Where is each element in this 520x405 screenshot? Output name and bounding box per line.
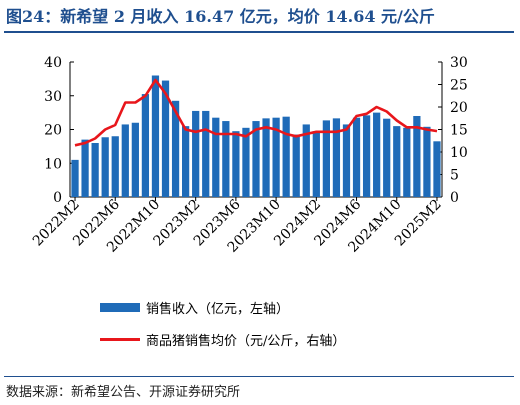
legend-item-price: 商品猪销售均价（元/公斤，右轴） (100, 330, 345, 349)
bar-revenue (242, 127, 250, 197)
bar-revenue (302, 124, 310, 197)
left-tick-label: 10 (44, 156, 62, 172)
legend-label-revenue: 销售收入（亿元，左轴） (146, 302, 290, 317)
bar-revenue (362, 115, 371, 197)
chart: 0102030400510152025302022M22022M62022M10… (30, 55, 468, 256)
bar-revenue (192, 110, 200, 197)
bar-revenue (171, 100, 180, 197)
bar-revenue (373, 112, 381, 197)
bar-revenue (262, 118, 270, 197)
right-tick-label: 20 (450, 100, 468, 116)
bar-revenue (413, 116, 421, 197)
bar-revenue (252, 121, 260, 197)
bar-revenue (131, 122, 139, 197)
right-tick-label: 15 (450, 123, 468, 139)
bar-revenue (352, 117, 361, 197)
source-rule (4, 376, 514, 377)
bar-revenue (292, 134, 300, 197)
bar-revenue (212, 117, 220, 197)
bar-revenue (91, 143, 99, 197)
right-tick-label: 5 (450, 168, 459, 184)
left-tick-label: 0 (53, 190, 62, 206)
right-tick-label: 30 (450, 55, 468, 71)
bar-revenue (101, 137, 109, 197)
left-tick-label: 30 (44, 89, 62, 105)
bar-revenue (403, 127, 411, 197)
bar-revenue (393, 126, 401, 197)
legend-label-price: 商品猪销售均价（元/公斤，右轴） (146, 334, 346, 349)
left-tick-label: 20 (44, 123, 62, 139)
legend-item-revenue: 销售收入（亿元，左轴） (100, 298, 289, 317)
bar-revenue (81, 139, 89, 197)
bar-revenue (161, 80, 170, 197)
bar-revenue (121, 124, 129, 197)
right-tick-label: 10 (450, 145, 468, 161)
bar-revenue (282, 116, 290, 197)
source-note: 数据来源：新希望公告、开源证券研究所 (6, 385, 241, 400)
bar-revenue (312, 131, 320, 197)
right-tick-label: 25 (450, 78, 468, 94)
bar-revenue (71, 159, 79, 197)
right-tick-label: 0 (450, 190, 459, 206)
bar-revenue (222, 121, 230, 197)
bar-revenue (383, 118, 391, 197)
bar-revenue (272, 117, 280, 197)
left-tick-label: 40 (44, 55, 62, 71)
bar-revenue (433, 141, 441, 197)
bar-revenue (342, 124, 351, 197)
bar-revenue (423, 126, 431, 197)
legend-bar-swatch (100, 303, 140, 312)
title-rule (4, 31, 514, 33)
legend-line-swatch (100, 338, 140, 341)
bar-revenue (111, 136, 119, 197)
chart-title: 图24：新希望 2 月收入 16.47 亿元，均价 14.64 元/公斤 (6, 7, 435, 26)
bar-revenue (332, 118, 341, 197)
bar-revenue (202, 110, 210, 197)
bar-revenue (151, 75, 160, 197)
bar-revenue (322, 120, 330, 197)
bar-revenue (182, 126, 190, 197)
bar-revenue (141, 94, 150, 197)
bar-revenue (232, 131, 240, 197)
line-price (74, 78, 438, 147)
